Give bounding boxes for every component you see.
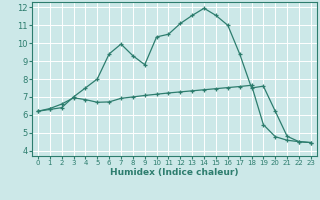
X-axis label: Humidex (Indice chaleur): Humidex (Indice chaleur) [110,168,239,177]
